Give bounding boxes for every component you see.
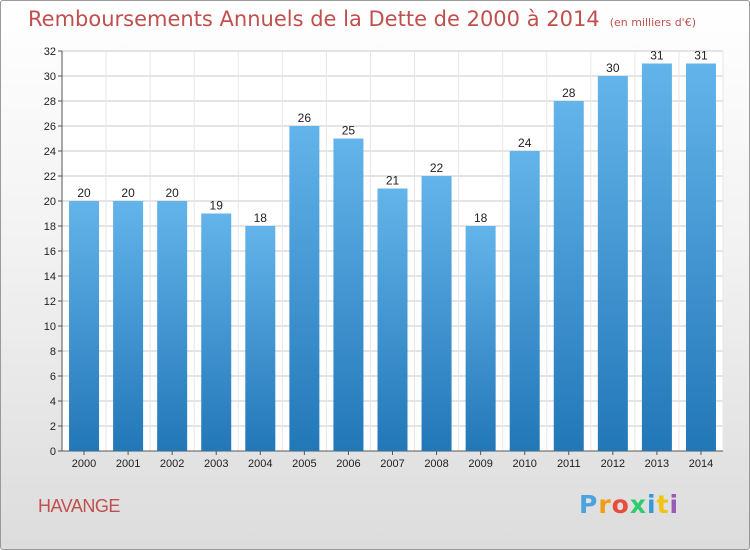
x-tick-label: 2008 [424,458,448,470]
data-label: 28 [562,86,576,100]
x-tick-label: 2010 [512,458,536,470]
y-tick-label: 18 [44,221,56,233]
y-tick-label: 10 [44,321,56,333]
y-tick-label: 22 [44,171,56,183]
x-tick-label: 2000 [72,458,96,470]
data-label: 25 [342,124,356,138]
y-tick-label: 16 [44,246,56,258]
x-tick-label: 2004 [248,458,272,470]
data-label: 21 [386,174,400,188]
bar [201,213,232,451]
data-label: 30 [606,61,620,75]
proxiti-logo: Proxiti [579,490,679,519]
logo-letter: P [579,490,599,519]
y-tick-label: 24 [44,146,56,158]
x-tick-label: 2001 [116,458,140,470]
x-tick-label: 2013 [645,458,669,470]
logo-letter: i [647,490,657,519]
bar [333,138,364,451]
bar [157,201,188,451]
bar [641,63,672,451]
bar [685,63,716,451]
logo-letter: i [669,490,680,519]
y-tick-label: 28 [44,96,56,108]
data-label: 18 [474,211,488,225]
data-label: 24 [518,136,532,150]
bar [245,226,276,451]
logo-letter: x [629,490,647,519]
x-tick-label: 2011 [557,458,581,470]
bar [465,226,496,451]
bar [377,188,408,451]
data-label: 19 [210,199,224,213]
bar [553,101,584,451]
x-tick-label: 2002 [160,458,184,470]
bar [597,76,628,451]
y-tick-label: 20 [44,196,56,208]
bar [69,201,100,451]
data-label: 18 [254,211,268,225]
x-tick-label: 2005 [292,458,316,470]
logo-letter: t [656,490,670,519]
data-label: 31 [650,49,664,63]
chart-unit-label: (en milliers d'€) [609,16,696,29]
bar [421,176,452,451]
y-tick-label: 32 [44,46,56,58]
logo-letter: r [598,490,612,519]
data-label: 26 [298,111,312,125]
chart-title: Remboursements Annuels de la Dette de 20… [28,7,696,31]
x-tick-label: 2014 [689,458,713,470]
x-tick-label: 2012 [601,458,625,470]
logo-letter: o [611,490,630,519]
y-tick-label: 30 [44,71,56,83]
data-label: 22 [430,161,444,175]
bar [289,126,320,451]
data-label: 31 [694,49,708,63]
y-tick-label: 12 [44,296,56,308]
commune-name: HAVANGE [38,496,120,516]
bar [509,151,540,451]
data-label: 20 [121,186,135,200]
y-tick-label: 14 [44,271,56,283]
y-tick-label: 0 [50,446,56,458]
x-tick-label: 2006 [336,458,360,470]
x-tick-label: 2009 [468,458,492,470]
y-tick-label: 26 [44,121,56,133]
y-tick-label: 4 [50,396,56,408]
data-label: 20 [165,186,179,200]
data-label: 20 [77,186,91,200]
y-tick-label: 2 [50,421,56,433]
bar [113,201,144,451]
y-tick-label: 8 [50,346,56,358]
x-tick-label: 2007 [380,458,404,470]
x-tick-label: 2003 [204,458,228,470]
y-tick-label: 6 [50,371,56,383]
